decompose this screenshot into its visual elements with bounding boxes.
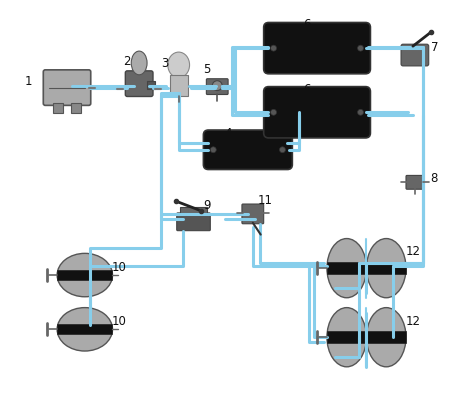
- Text: 12: 12: [406, 314, 421, 327]
- Ellipse shape: [366, 239, 406, 298]
- Text: 3: 3: [161, 57, 168, 70]
- Text: 6: 6: [303, 18, 311, 31]
- Ellipse shape: [131, 52, 147, 76]
- Bar: [71, 104, 81, 114]
- FancyBboxPatch shape: [264, 24, 370, 75]
- Text: 10: 10: [111, 260, 127, 273]
- Bar: [366, 263, 406, 274]
- Ellipse shape: [212, 81, 222, 91]
- Bar: [170, 76, 188, 97]
- FancyBboxPatch shape: [401, 45, 428, 67]
- Circle shape: [280, 147, 285, 153]
- Text: 8: 8: [431, 171, 438, 185]
- Ellipse shape: [327, 239, 366, 298]
- Text: 5: 5: [203, 63, 211, 76]
- Text: 1: 1: [25, 75, 32, 88]
- FancyBboxPatch shape: [125, 72, 153, 97]
- Ellipse shape: [327, 308, 366, 367]
- Ellipse shape: [57, 308, 112, 351]
- Text: 9: 9: [203, 198, 211, 211]
- Bar: [57, 325, 112, 335]
- Bar: [327, 332, 366, 343]
- Circle shape: [357, 110, 364, 116]
- Circle shape: [210, 147, 216, 153]
- Text: 2: 2: [123, 55, 131, 68]
- Circle shape: [357, 46, 364, 52]
- Bar: [366, 332, 406, 343]
- FancyBboxPatch shape: [264, 88, 370, 139]
- Bar: [147, 81, 155, 89]
- Circle shape: [271, 110, 276, 116]
- Text: 11: 11: [258, 193, 273, 206]
- Ellipse shape: [168, 53, 190, 78]
- FancyBboxPatch shape: [203, 131, 292, 170]
- Bar: [180, 207, 207, 215]
- Bar: [327, 263, 366, 274]
- Text: 4: 4: [224, 127, 232, 140]
- FancyBboxPatch shape: [177, 214, 210, 231]
- Text: 12: 12: [406, 244, 421, 257]
- Ellipse shape: [366, 308, 406, 367]
- Text: 7: 7: [431, 40, 438, 54]
- Circle shape: [271, 46, 276, 52]
- Text: 6: 6: [303, 83, 311, 96]
- Text: 10: 10: [111, 314, 127, 327]
- FancyBboxPatch shape: [406, 176, 424, 190]
- FancyBboxPatch shape: [206, 80, 228, 95]
- Bar: [57, 271, 112, 280]
- Ellipse shape: [57, 254, 112, 297]
- FancyBboxPatch shape: [43, 71, 91, 106]
- FancyBboxPatch shape: [242, 204, 264, 224]
- Bar: [53, 104, 63, 114]
